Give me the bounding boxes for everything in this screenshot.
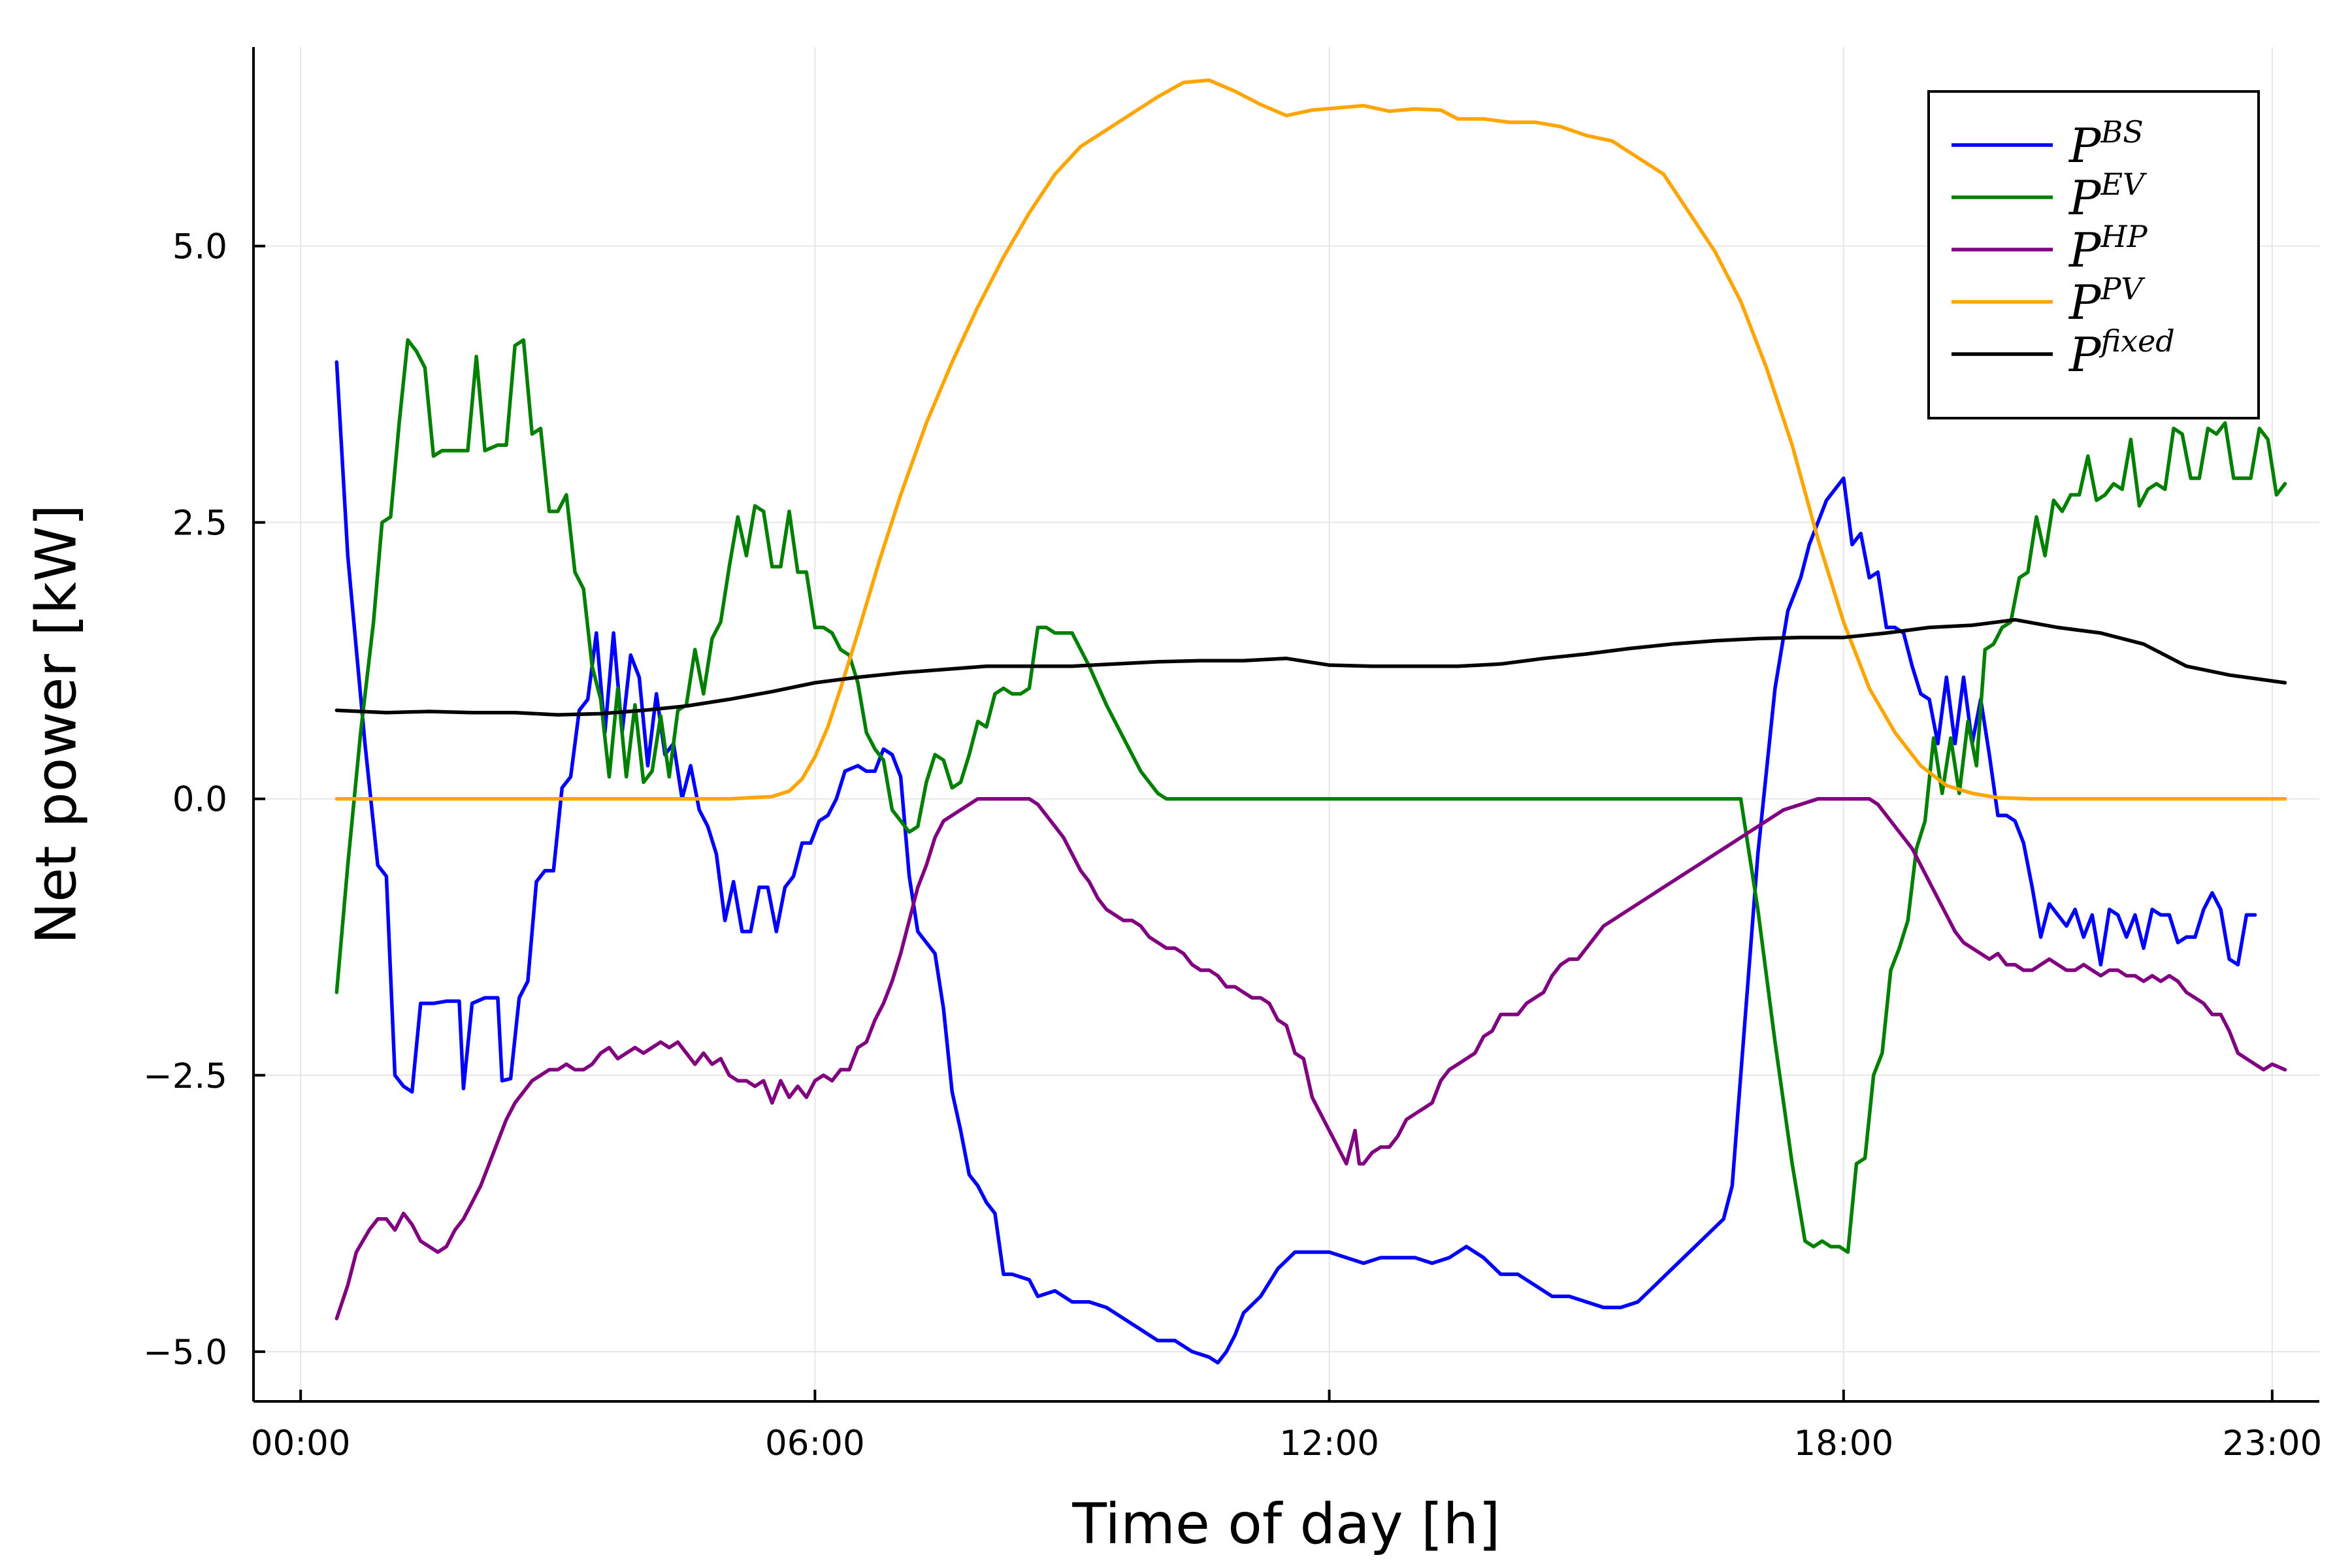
- series-line-PV: [335, 78, 2287, 801]
- y-tick-label: −2.5: [143, 1056, 227, 1096]
- legend-label-EV: PEV: [2068, 167, 2148, 225]
- series-line-fixed: [335, 617, 2287, 717]
- ticks: 00:00 06:00 12:00 18:00 23:00 −5.0 −2.5 0.0 2.5 5…: [143, 227, 2322, 1463]
- legend-superscript: fixed: [2099, 323, 2174, 359]
- x-tick-label: 12:00: [1279, 1424, 1379, 1463]
- legend-label-PV: PPV: [2068, 271, 2146, 330]
- legend-label-fixed: Pfixed: [2068, 323, 2175, 382]
- legend-label-BS: PBS: [2068, 114, 2144, 173]
- legend-superscript: PV: [2100, 271, 2146, 306]
- axes: [252, 47, 2319, 1403]
- y-tick-label: −5.0: [143, 1333, 227, 1373]
- legend-label-HP: PHP: [2068, 219, 2148, 278]
- y-tick-label: 5.0: [172, 227, 227, 267]
- legend-superscript: EV: [2100, 167, 2148, 202]
- series-line-BS: [335, 360, 2257, 1365]
- y-tick-label: 0.0: [172, 780, 227, 820]
- x-tick-label: 06:00: [765, 1424, 865, 1463]
- series-line-HP: [335, 796, 2287, 1320]
- legend-superscript: BS: [2100, 114, 2143, 150]
- x-tick-label: 18:00: [1793, 1424, 1893, 1463]
- legend-superscript: HP: [2100, 219, 2148, 254]
- series-line-EV: [335, 338, 2287, 1254]
- y-tick-label: 2.5: [172, 504, 227, 544]
- series-layer: [335, 78, 2287, 1365]
- x-tick-label: 23:00: [2222, 1424, 2322, 1463]
- x-axis-title: Time of day [h]: [1071, 1492, 1500, 1557]
- y-axis-title: Net power [kW]: [24, 504, 89, 944]
- x-tick-label: 00:00: [251, 1424, 351, 1463]
